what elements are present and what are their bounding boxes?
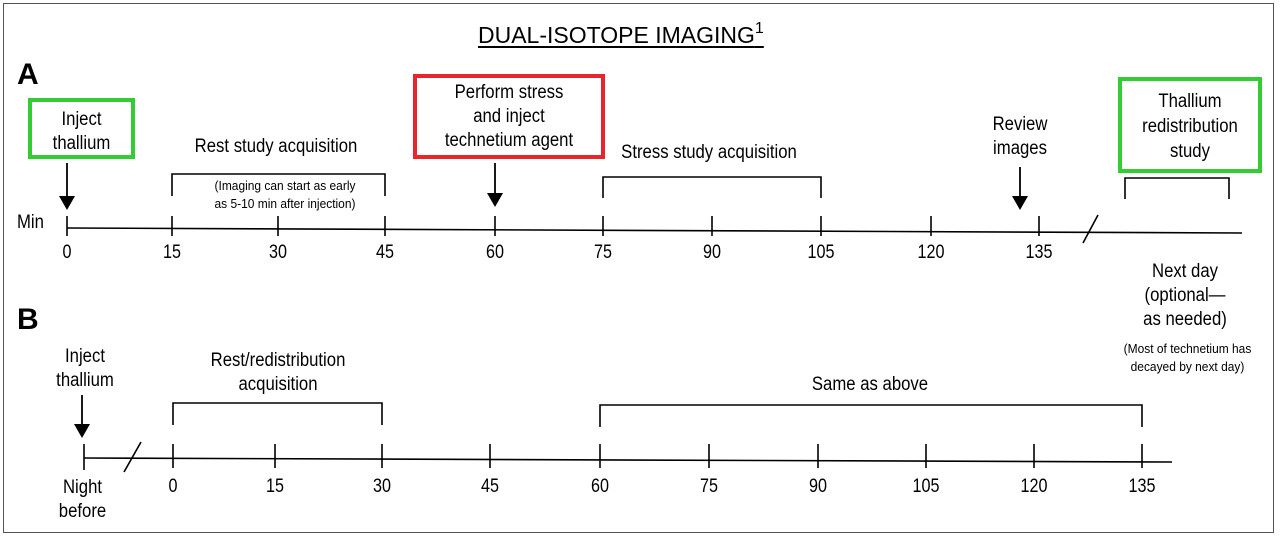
rest-study-label: Rest study acquisition [194,136,358,157]
title-superscript: 1 [754,20,764,37]
inject-thallium-arrow-head [59,196,75,210]
thallium-redistribution-line-2: redistribution [1142,116,1238,137]
timeline-a-tick-label-15: 15 [163,242,181,263]
timeline-a-axis [66,227,1243,234]
stress-study-label: Stress study acquisition [621,142,797,163]
perform-stress-arrow-head [487,193,503,207]
rest-redistribution-line-2: acquisition [238,374,318,395]
redistribution-bracket [1124,177,1230,199]
review-images-line-2: images [993,138,1047,159]
perform-stress-line-1: Perform stress [454,82,564,103]
b-inject-thallium-line-2: thallium [56,370,114,391]
rest-study-bracket [171,173,386,196]
review-images-arrow-head [1012,196,1028,210]
same-as-above-bracket [599,404,1143,427]
inject-thallium-box: Inject thallium [28,98,135,159]
timeline-a-tick-label-120: 120 [917,242,945,263]
timeline-a-tick-label-45: 45 [376,242,394,263]
timeline-a-tick-label-60: 60 [486,242,504,263]
timeline-a-tick-label-105: 105 [807,242,835,263]
timeline-b-tick-label-60: 60 [591,476,609,497]
timeline-a-tick-label-90: 90 [703,242,721,263]
next-day-line-1: Next day [1152,261,1218,282]
timeline-b-tick-label-105: 105 [912,476,940,497]
next-day-line-3: as needed) [1143,309,1227,330]
night-before-line-1: Night [62,477,103,498]
timeline-b-tick-label-75: 75 [700,476,718,497]
inject-thallium-line-1: Inject [61,109,102,130]
timeline-a-tick-label-30: 30 [269,242,287,263]
timeline-a-tick-label-0: 0 [62,242,72,263]
panel-a-label: A [17,58,39,91]
thallium-redistribution-line-3: study [1170,141,1210,162]
perform-stress-box: Perform stress and inject technetium age… [413,74,605,159]
figure-frame [3,3,1274,533]
timeline-a-break-mark [1082,214,1099,244]
rest-note-line-2: as 5-10 min after injection) [214,196,356,211]
timeline-a-tick-label-135: 135 [1025,242,1053,263]
timeline-b-tick-label-135: 135 [1128,476,1156,497]
same-as-above-label: Same as above [811,374,929,395]
timeline-b-tick-label-0: 0 [168,476,178,497]
perform-stress-line-2: and inject [473,106,545,127]
thallium-redistribution-line-1: Thallium [1158,91,1222,112]
timeline-b-tick-label-90: 90 [809,476,827,497]
timeline-b-tick-label-30: 30 [373,476,391,497]
rest-note-line-1: (Imaging can start as early [214,178,356,193]
timeline-b-tick-label-15: 15 [266,476,284,497]
timeline-b-tick-label-120: 120 [1020,476,1048,497]
review-images-line-1: Review [992,114,1048,135]
rest-redistribution-bracket [172,402,383,425]
title-text: DUAL-ISOTOPE IMAGING [478,22,755,48]
next-day-line-2: (optional— [1144,285,1226,306]
rest-redistribution-line-1: Rest/redistribution [210,350,346,371]
axis-min-label: Min [17,212,44,233]
thallium-redistribution-box: Thallium redistribution study [1118,77,1262,173]
next-day-note-line-2: decayed by next day) [1130,359,1245,374]
inject-thallium-line-2: thallium [52,133,111,154]
figure-title: DUAL-ISOTOPE IMAGING1 [478,20,764,49]
timeline-b-tick-label-45: 45 [481,476,499,497]
b-inject-thallium-line-1: Inject [65,346,105,367]
timeline-a-tick-label-75: 75 [594,242,612,263]
perform-stress-line-3: technetium agent [444,130,574,151]
b-inject-thallium-arrow-head [74,424,90,438]
timeline-b-break-mark [123,441,142,473]
stress-study-bracket [602,176,822,198]
panel-b-label: B [17,303,39,336]
next-day-note-line-1: (Most of technetium has [1123,341,1252,356]
night-before-line-2: before [58,501,107,522]
timeline-b-axis [83,457,1173,463]
